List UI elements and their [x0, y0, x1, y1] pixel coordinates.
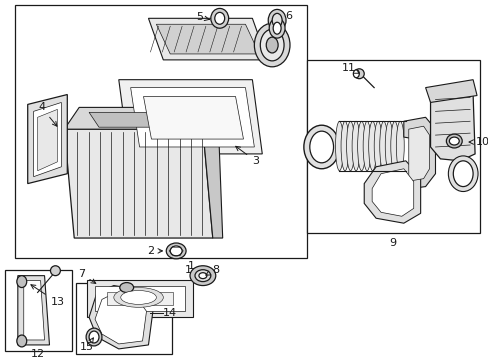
Text: 1: 1 — [184, 265, 191, 275]
Polygon shape — [403, 117, 435, 189]
Bar — [5, 270, 72, 351]
Text: 11: 11 — [341, 63, 359, 73]
Ellipse shape — [89, 331, 99, 343]
Ellipse shape — [273, 22, 281, 34]
Ellipse shape — [260, 29, 284, 61]
Text: 4: 4 — [38, 102, 57, 126]
Polygon shape — [95, 293, 146, 344]
Ellipse shape — [446, 134, 461, 148]
Ellipse shape — [448, 137, 458, 145]
Text: 6: 6 — [285, 11, 292, 21]
Polygon shape — [87, 280, 193, 317]
Polygon shape — [107, 292, 173, 305]
Ellipse shape — [390, 121, 398, 171]
Polygon shape — [425, 80, 476, 103]
Polygon shape — [364, 161, 420, 223]
Ellipse shape — [354, 69, 364, 79]
Ellipse shape — [50, 266, 60, 276]
Polygon shape — [89, 285, 153, 349]
Polygon shape — [89, 112, 212, 127]
Ellipse shape — [114, 288, 163, 307]
Polygon shape — [130, 87, 254, 147]
Ellipse shape — [357, 121, 365, 171]
Ellipse shape — [353, 70, 359, 78]
Text: 13: 13 — [31, 285, 64, 307]
Ellipse shape — [120, 283, 133, 292]
Ellipse shape — [395, 121, 404, 171]
Polygon shape — [28, 95, 67, 184]
Polygon shape — [38, 109, 57, 171]
Text: 3: 3 — [235, 146, 258, 166]
Ellipse shape — [17, 276, 27, 288]
Text: 12: 12 — [30, 349, 44, 359]
Ellipse shape — [309, 131, 333, 163]
Ellipse shape — [351, 121, 359, 171]
Polygon shape — [429, 87, 474, 161]
Text: 9: 9 — [388, 238, 396, 248]
Bar — [76, 283, 172, 354]
Bar — [306, 60, 479, 233]
Ellipse shape — [340, 121, 348, 171]
Polygon shape — [24, 280, 44, 340]
Ellipse shape — [17, 335, 27, 347]
Ellipse shape — [170, 246, 182, 256]
Polygon shape — [143, 96, 243, 139]
Ellipse shape — [385, 121, 392, 171]
Ellipse shape — [373, 121, 381, 171]
Ellipse shape — [368, 121, 376, 171]
Ellipse shape — [303, 125, 339, 169]
Polygon shape — [203, 107, 222, 238]
Ellipse shape — [272, 13, 282, 27]
Ellipse shape — [210, 8, 228, 28]
Polygon shape — [408, 126, 428, 181]
Ellipse shape — [268, 9, 285, 31]
Bar — [15, 5, 306, 258]
Text: 10: 10 — [468, 137, 488, 147]
Text: 15: 15 — [80, 338, 94, 352]
Ellipse shape — [269, 18, 285, 38]
Ellipse shape — [214, 12, 224, 24]
Polygon shape — [18, 276, 49, 345]
Polygon shape — [64, 129, 212, 238]
Text: 7: 7 — [78, 269, 96, 283]
Ellipse shape — [379, 121, 387, 171]
Text: 2: 2 — [146, 246, 162, 256]
Polygon shape — [119, 80, 262, 154]
Text: 14: 14 — [163, 308, 177, 318]
Text: 5: 5 — [196, 12, 209, 22]
Ellipse shape — [199, 273, 206, 279]
Text: 1: 1 — [187, 261, 194, 271]
Ellipse shape — [265, 37, 278, 53]
Ellipse shape — [452, 161, 472, 186]
Text: 8: 8 — [205, 265, 219, 275]
Ellipse shape — [195, 270, 210, 282]
Ellipse shape — [121, 291, 156, 304]
Ellipse shape — [447, 156, 477, 192]
Ellipse shape — [335, 121, 343, 171]
Ellipse shape — [254, 23, 289, 67]
Polygon shape — [34, 103, 61, 177]
Polygon shape — [371, 169, 413, 216]
Ellipse shape — [346, 121, 354, 171]
Ellipse shape — [86, 328, 102, 346]
Ellipse shape — [190, 266, 215, 285]
Polygon shape — [156, 24, 259, 54]
Ellipse shape — [363, 121, 370, 171]
Polygon shape — [64, 107, 217, 129]
Ellipse shape — [166, 243, 186, 259]
Polygon shape — [95, 285, 184, 311]
Polygon shape — [148, 18, 266, 60]
